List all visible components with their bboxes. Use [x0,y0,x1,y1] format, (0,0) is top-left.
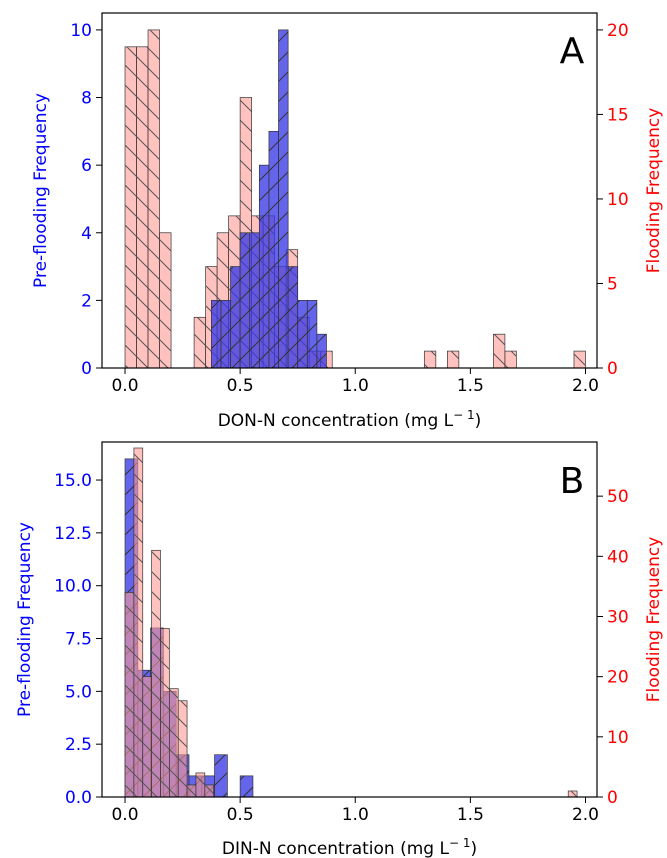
panel-b-flooding-bar-hatch [178,700,188,797]
panel-a-label: A [560,31,585,72]
panel-a-flooding-bar-hatch [136,46,149,369]
panel-a-right-y-tick-label: 10 [607,190,629,210]
panel-b-x-tick-label: 0.0 [111,805,138,825]
panel-a-xlabel: DON-N concentration (mg L− 1) [218,408,482,431]
panel-a-pre-flooding-bar-hatch [316,334,327,368]
panel-a-flooding-bar-hatch [194,317,206,368]
panel-a-flooding-bar-hatch [573,351,586,368]
panel-b-x-tick-label: 2.0 [572,805,599,825]
panel-a-pre-flooding-bar-hatch [240,232,250,368]
panel-b-flooding-bar-hatch [142,676,152,797]
panel-a-right-y-tick-label: 20 [607,21,629,41]
panel-b-right-y-tick-label: 0 [607,788,618,808]
panel-a-flooding-bar-hatch [159,232,172,368]
panel-a-x-tick-label: 0.5 [227,376,254,396]
panel-a-pre-flooding-bar-hatch [220,300,231,368]
panel-a-flooding-bar-hatch [493,334,505,368]
panel-b-flooding-bar-hatch [204,784,214,797]
panel-a-left-y-tick-label: 2 [81,291,92,311]
panel-a: 0.0 0.5 1.0 1.5 2.0 0 2 4 6 8 10 0 5 10 15 20 A Pre-flo… [31,12,664,431]
panel-a-frame [101,12,598,369]
panel-b-flooding-bar-hatch [187,784,196,797]
panel-a-flooding-bar-hatch [148,29,160,369]
panel-a-pre-flooding-bar-hatch [249,232,260,368]
panel-a-left-y-tick-label: 4 [81,224,92,244]
panel-a-flooding-bar-hatch [125,46,137,369]
panel-b-xlabel: DIN-N concentration (mg L− 1) [222,836,477,858]
panel-b-right-y-tick-label: 10 [607,728,629,748]
panel-b-left-y-tick-label: 12.5 [54,524,92,544]
panel-b-flooding-bar-hatch [169,688,179,797]
panel-b-right-ylabel: Flooding Frequency [644,537,664,703]
panel-b-flooding-bar-hatch [568,790,578,797]
panel-a-right-ylabel: Flooding Frequency [644,108,664,274]
panel-a-left-y-tick-label: 6 [81,156,92,176]
panel-b-pre-flooding-bar-hatch [214,754,228,797]
panel-b-flooding-bar-hatch [133,448,143,797]
panel-b-left-y-tick-label: 5.0 [65,682,92,702]
panel-a-pre-flooding-bar-hatch [307,300,317,368]
panel-a-pre-flooding-bar-hatch [268,131,279,368]
panel-a-x-tick-label: 1.5 [457,376,484,396]
panel-b-left-y-tick-label: 15.0 [54,471,92,491]
panel-a-flooding-bar-hatch [504,351,517,368]
panel-a-x-tick-label: 1.0 [342,376,369,396]
panel-b-right-y-tick-label: 50 [607,487,629,507]
panel-a-pre-flooding-bar-hatch [288,266,298,368]
panel-b-left-y-tick-label: 7.5 [65,630,92,650]
panel-a-pre-flooding-bar-hatch [230,266,241,368]
panel-b-right-y-tick-label: 40 [607,547,629,567]
panel-b-right-y-tick-label: 20 [607,668,629,688]
panel-b-pre-flooding-bar-hatch [240,775,253,797]
panel-b-right-y-tick-label: 30 [607,607,629,627]
panel-a-left-y-tick-label: 10 [70,21,92,41]
panel-b-flooding-bar-hatch [125,592,134,797]
panel-a-left-y-tick-label: 8 [81,89,92,109]
panel-b-x-tick-label: 1.0 [342,805,369,825]
panel-a-ticks: 0.0 0.5 1.0 1.5 2.0 0 2 4 6 8 10 0 5 10 15 20 [70,21,628,396]
panel-b-left-y-tick-label: 10.0 [54,577,92,597]
panel-a-left-ylabel: Pre-flooding Frequency [31,93,51,288]
panel-a-pre-flooding-bar-hatch [211,300,221,368]
panel-b-flooding-bar-hatch [195,772,205,797]
panel-a-x-tick-label: 0.0 [111,376,138,396]
panel-a-right-y-tick-label: 0 [607,359,618,379]
panel-b-bars [124,447,578,798]
panel-b-left-ylabel: Pre-flooding Frequency [15,522,35,717]
panel-a-x-tick-label: 2.0 [572,376,599,396]
panel-b-flooding-bar-hatch [151,550,161,797]
panel-a-left-y-tick-label: 0 [81,359,92,379]
panel-a-right-y-tick-label: 5 [607,274,618,294]
panel-b-x-tick-label: 1.5 [457,805,484,825]
panel-a-flooding-bar-hatch [424,351,436,368]
panel-b-left-y-tick-label: 0.0 [65,788,92,808]
panel-a-right-y-tick-label: 15 [607,105,629,125]
panel-a-flooding-bar-hatch [447,351,459,368]
panel-a-pre-flooding-bar-hatch [297,300,308,368]
panel-b-frame [101,441,598,798]
panel-b: 0.0 0.5 1.0 1.5 2.0 0.0 2.5 5.0 7.5 10.0 12.5 15.0 0… [15,441,664,858]
panel-b-label: B [560,461,585,502]
panel-b-x-tick-label: 0.5 [227,805,254,825]
panel-b-flooding-bar-hatch [160,628,170,797]
panel-a-pre-flooding-bar-hatch [259,165,269,368]
panel-b-ticks: 0.0 0.5 1.0 1.5 2.0 0.0 2.5 5.0 7.5 10.0 12.5 15.0 0… [54,471,629,825]
panel-b-left-y-tick-label: 2.5 [65,735,92,755]
panel-a-bars [124,29,586,369]
panel-a-pre-flooding-bar-hatch [278,29,289,369]
